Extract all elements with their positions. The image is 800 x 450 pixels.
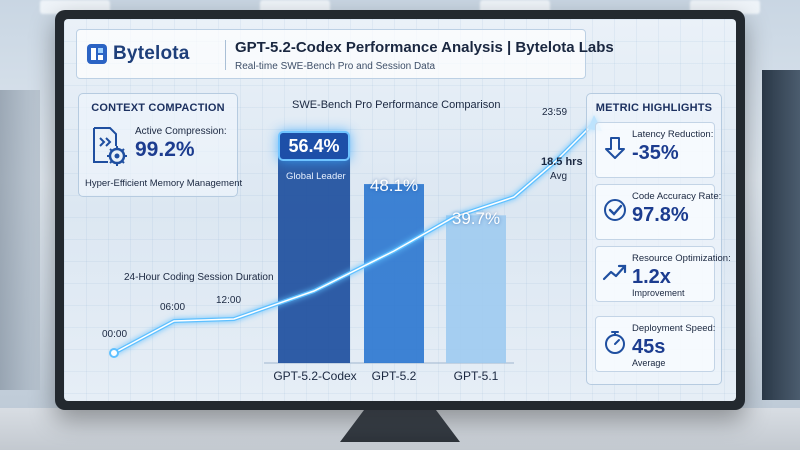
metric-value: 45s xyxy=(632,336,666,358)
compression-value: 99.2% xyxy=(135,138,195,161)
session-start-point xyxy=(109,348,119,358)
compression-note: Hyper-Efficient Memory Management xyxy=(85,178,243,189)
arrow-down-icon xyxy=(605,137,625,159)
category-label: GPT-5.2 xyxy=(371,369,417,383)
check-circle-icon xyxy=(604,199,626,221)
session-duration-line-core xyxy=(113,122,595,354)
metric-value: 1.2x xyxy=(632,266,671,288)
trend-up-icon xyxy=(602,264,627,281)
header-divider xyxy=(225,40,226,70)
session-duration-title: 24-Hour Coding Session Duration xyxy=(124,272,274,283)
dashboard-header: Bytelota GPT-5.2-Codex Performance Analy… xyxy=(76,29,614,79)
time-label: 12:00 xyxy=(216,295,242,306)
global-leader-note: Global Leader xyxy=(286,171,346,182)
time-label: 00:00 xyxy=(102,329,128,340)
bar-gpt-5-1 xyxy=(446,215,506,363)
bar-gpt-5-2 xyxy=(364,184,424,363)
page-title: GPT-5.2-Codex Performance Analysis | Byt… xyxy=(235,39,614,56)
metric-label: Deployment Speed: xyxy=(632,323,716,334)
stopwatch-icon xyxy=(605,331,625,354)
category-label: GPT-5.1 xyxy=(453,369,499,383)
session-duration-note: Avg xyxy=(550,171,568,182)
session-duration-line xyxy=(113,121,596,355)
category-label: GPT-5.2-Codex xyxy=(273,369,357,383)
background-server-rack xyxy=(762,70,800,400)
metric-value: -35% xyxy=(632,142,679,164)
logo-text: Bytelota xyxy=(113,43,190,64)
context-compaction-panel: CONTEXT COMPACTION Active Compression: 9… xyxy=(78,93,242,197)
chart-title: SWE-Bench Pro Performance Comparison xyxy=(292,99,501,111)
context-compaction-title: CONTEXT COMPACTION xyxy=(91,102,225,114)
metric-card-accuracy: Code Accuracy Rate: 97.8% xyxy=(595,184,721,240)
session-duration-value: 18.5 hrs xyxy=(541,156,583,168)
dashboard-screen: Bytelota GPT-5.2-Codex Performance Analy… xyxy=(64,19,736,401)
metric-highlights-panel: METRIC HIGHLIGHTS Latency Reduction: -35… xyxy=(586,93,731,385)
compression-gear-icon xyxy=(93,127,127,166)
metric-note: Average xyxy=(632,358,666,368)
metric-label: Latency Reduction: xyxy=(632,129,714,140)
time-label: 23:59 xyxy=(542,107,568,118)
monitor: Bytelota GPT-5.2-Codex Performance Analy… xyxy=(55,10,745,410)
compression-label: Active Compression: xyxy=(135,126,227,137)
metric-note: Improvement xyxy=(632,288,685,298)
leader-value-badge: 56.4% xyxy=(278,131,350,161)
metric-card-deployment: Deployment Speed: 45s Average xyxy=(595,316,715,372)
metric-highlights-title: METRIC HIGHLIGHTS xyxy=(595,102,713,114)
metric-card-resource: Resource Optimization: 1.2x Improvement xyxy=(595,246,731,302)
bytelota-logo-icon xyxy=(87,44,107,64)
metric-value: 97.8% xyxy=(632,204,689,226)
time-label: 06:00 xyxy=(160,302,186,313)
metric-card-latency: Latency Reduction: -35% xyxy=(595,122,715,178)
bar-value-label: 39.7% xyxy=(451,209,501,228)
metric-label: Code Accuracy Rate: xyxy=(632,191,722,202)
page-subtitle: Real-time SWE-Bench Pro and Session Data xyxy=(235,61,436,72)
metric-label: Resource Optimization: xyxy=(632,253,731,264)
bar-gpt-5-2-codex xyxy=(278,153,350,363)
bar-value-label: 48.1% xyxy=(369,176,419,195)
background-shelf xyxy=(0,90,40,390)
